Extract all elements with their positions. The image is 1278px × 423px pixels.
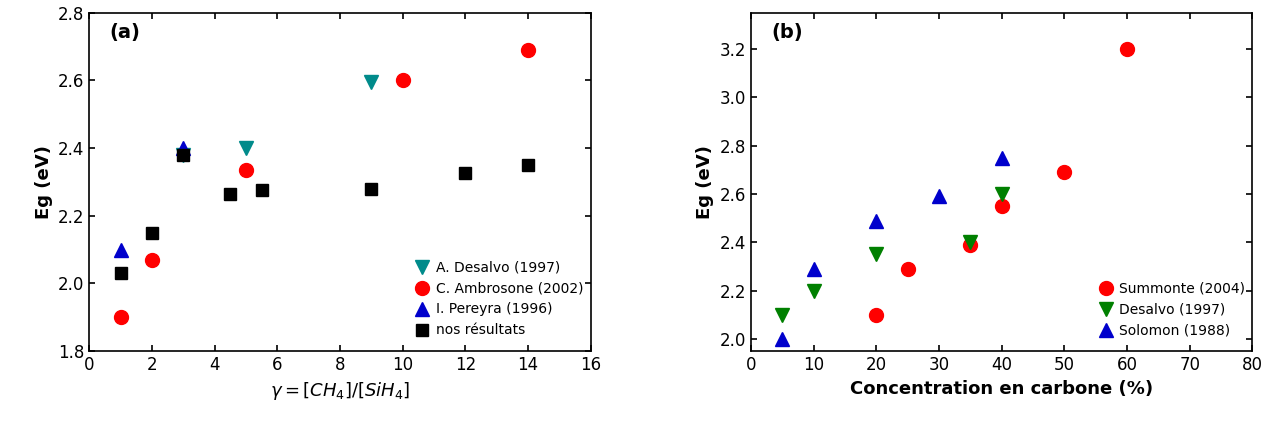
A. Desalvo (1997) — [364, 80, 380, 85]
Solomon (1988) — [774, 336, 790, 341]
Text: (b): (b) — [771, 23, 803, 42]
A. Desalvo (1997) — [176, 152, 192, 157]
nos résultats — [364, 186, 380, 191]
Line: Solomon (1988): Solomon (1988) — [776, 151, 1008, 346]
Solomon (1988) — [806, 266, 822, 272]
I. Pereyra (1996) — [176, 146, 192, 151]
C. Ambrosone (2002) — [114, 315, 129, 320]
Desalvo (1997) — [806, 288, 822, 293]
Solomon (1988) — [869, 218, 884, 223]
nos résultats — [222, 191, 238, 196]
Summonte (2004) — [1057, 170, 1072, 175]
A. Desalvo (1997) — [239, 146, 254, 151]
Line: I. Pereyra (1996): I. Pereyra (1996) — [114, 141, 190, 256]
Solomon (1988) — [994, 155, 1010, 160]
Line: C. Ambrosone (2002): C. Ambrosone (2002) — [114, 43, 535, 324]
nos résultats — [458, 171, 473, 176]
I. Pereyra (1996) — [114, 247, 129, 252]
Summonte (2004) — [962, 242, 978, 247]
C. Ambrosone (2002) — [239, 168, 254, 173]
Desalvo (1997) — [994, 192, 1010, 197]
Summonte (2004) — [900, 266, 915, 272]
Line: Summonte (2004): Summonte (2004) — [869, 42, 1134, 322]
C. Ambrosone (2002) — [520, 47, 535, 52]
nos résultats — [520, 162, 535, 168]
Line: nos résultats: nos résultats — [115, 148, 534, 280]
nos résultats — [144, 230, 160, 235]
Y-axis label: Eg (eV): Eg (eV) — [35, 145, 52, 219]
Summonte (2004) — [869, 312, 884, 317]
Desalvo (1997) — [774, 312, 790, 317]
Line: A. Desalvo (1997): A. Desalvo (1997) — [176, 75, 378, 162]
Legend: Summonte (2004), Desalvo (1997), Solomon (1988): Summonte (2004), Desalvo (1997), Solomon… — [1099, 281, 1246, 338]
Desalvo (1997) — [869, 252, 884, 257]
C. Ambrosone (2002) — [144, 257, 160, 262]
Summonte (2004) — [994, 203, 1010, 209]
C. Ambrosone (2002) — [395, 78, 410, 83]
Summonte (2004) — [1120, 47, 1135, 52]
Text: (a): (a) — [110, 23, 141, 42]
X-axis label: Concentration en carbone (%): Concentration en carbone (%) — [850, 379, 1153, 398]
Y-axis label: Eg (eV): Eg (eV) — [697, 145, 714, 219]
Desalvo (1997) — [962, 240, 978, 245]
Legend: A. Desalvo (1997), C. Ambrosone (2002), I. Pereyra (1996), nos résultats: A. Desalvo (1997), C. Ambrosone (2002), … — [415, 261, 584, 338]
nos résultats — [254, 188, 270, 193]
nos résultats — [176, 152, 192, 157]
nos résultats — [114, 271, 129, 276]
Solomon (1988) — [932, 194, 947, 199]
Line: Desalvo (1997): Desalvo (1997) — [776, 187, 1008, 322]
X-axis label: $\gamma = [CH_4]/[SiH_4]$: $\gamma = [CH_4]/[SiH_4]$ — [270, 379, 410, 401]
